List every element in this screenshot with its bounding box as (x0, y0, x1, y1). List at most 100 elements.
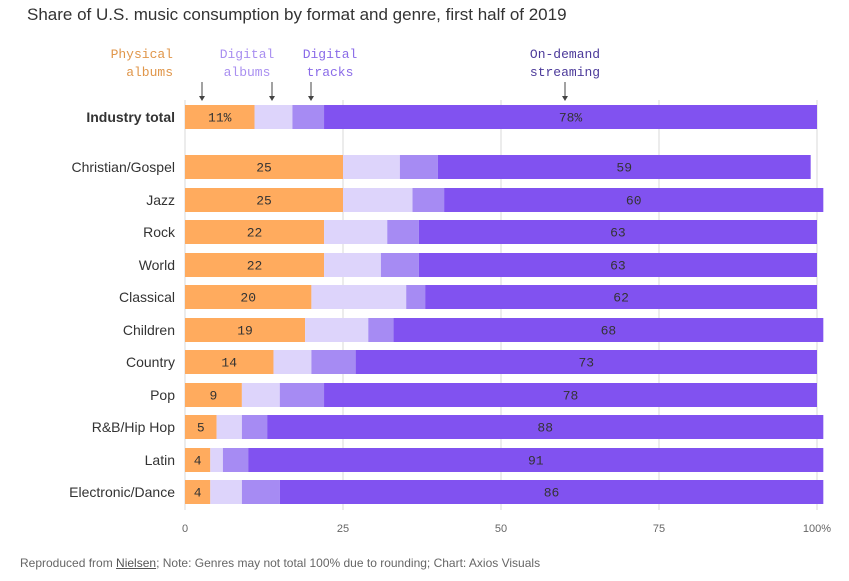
bar-value-label: 19 (237, 324, 253, 339)
bar-value-label: 25 (256, 194, 272, 209)
bar-segment (248, 448, 824, 472)
footer-prefix: Reproduced from (20, 556, 117, 570)
bar-value-label: 63 (610, 259, 626, 274)
x-tick-label: 75 (653, 523, 665, 535)
bar-segment (254, 105, 293, 129)
category-label: Children (123, 322, 175, 338)
chart-title: Share of U.S. music consumption by forma… (27, 5, 567, 24)
bar-segment (185, 480, 211, 504)
legend-label: Physical (111, 47, 174, 62)
bar-segment (444, 188, 824, 212)
bar-segment (241, 383, 280, 407)
category-label: Classical (119, 289, 175, 305)
bar-segment (241, 480, 280, 504)
bar-segment (311, 350, 356, 374)
bar-segment (412, 188, 445, 212)
bar-value-label: 22 (247, 226, 263, 241)
legend-arrow-head (269, 96, 275, 101)
legend-label: Digital (303, 47, 358, 62)
bar-segment (368, 318, 394, 342)
bar-segment (267, 415, 824, 439)
x-tick-label: 0 (182, 523, 188, 535)
category-label: Pop (150, 387, 175, 403)
bar-value-label: 14 (221, 356, 237, 371)
bar-value-label: 78% (559, 111, 583, 126)
source-link[interactable]: Nielsen (116, 556, 157, 570)
bar-segment (185, 105, 255, 129)
bar-segment (399, 155, 438, 179)
bar-segment (185, 285, 312, 309)
legend-label: tracks (307, 65, 354, 80)
x-tick-label: 100% (803, 523, 831, 535)
bar-value-label: 59 (616, 161, 632, 176)
bar-value-label: 4 (194, 454, 202, 469)
bar-segment (437, 155, 811, 179)
bar-value-label: 9 (210, 389, 218, 404)
bars: 11% 78% 25 59 25 60 22 63 22 63 20 62 19 68 14 73 9 78 5 88… (185, 105, 824, 504)
footer-suffix: ; Note: Genres may not total 100% due to… (156, 556, 541, 570)
category-label: Rock (143, 224, 176, 240)
bar-segment (279, 383, 325, 407)
legend: Physical albums Digital albums Digital tracks… (111, 47, 600, 101)
bar-value-label: 25 (256, 161, 272, 176)
bar-value-label: 68 (601, 324, 617, 339)
bar-segment (418, 253, 817, 277)
category-label: Latin (145, 452, 175, 468)
category-label: Jazz (146, 192, 175, 208)
bar-segment (185, 220, 325, 244)
bar-segment (241, 415, 268, 439)
bar-segment (387, 220, 419, 244)
bar-segment (273, 350, 312, 374)
x-axis-ticks: 0 25 50 75 100% (182, 523, 831, 535)
bar-segment (343, 188, 413, 212)
bar-segment (324, 105, 817, 129)
legend-arrow-head (562, 96, 568, 101)
bar-value-label: 5 (197, 421, 205, 436)
bar-segment (185, 415, 217, 439)
bar-value-label: 88 (537, 421, 553, 436)
footer-note: Reproduced from Nielsen; Note: Genres ma… (20, 556, 540, 570)
bar-segment (418, 220, 817, 244)
bar-segment (222, 448, 249, 472)
bar-segment (185, 318, 306, 342)
bar-segment (292, 105, 325, 129)
bar-segment (210, 480, 242, 504)
category-labels: Industry total Christian/Gospel Jazz Rock Wo… (69, 109, 176, 500)
bar-segment (425, 285, 817, 309)
bar-segment (355, 350, 817, 374)
bar-value-label: 91 (528, 454, 544, 469)
bar-segment (185, 383, 242, 407)
x-tick-label: 25 (337, 523, 349, 535)
bar-segment (311, 285, 407, 309)
legend-arrow-head (199, 96, 205, 101)
bar-segment (380, 253, 419, 277)
bar-segment (185, 253, 325, 277)
bar-value-label: 22 (247, 259, 263, 274)
category-label: Industry total (86, 109, 175, 125)
bar-value-label: 73 (579, 356, 595, 371)
bar-segment (324, 383, 817, 407)
bar-segment (185, 188, 343, 212)
category-label: Country (126, 354, 175, 370)
bar-value-label: 63 (610, 226, 626, 241)
bar-value-label: 60 (626, 194, 642, 209)
legend-arrow-head (308, 96, 314, 101)
bar-segment (324, 220, 388, 244)
bar-segment (406, 285, 426, 309)
bar-segment (210, 448, 223, 472)
category-label: Christian/Gospel (72, 159, 176, 175)
legend-label: albums (126, 65, 173, 80)
category-label: Electronic/Dance (69, 484, 175, 500)
bar-segment (393, 318, 824, 342)
bar-segment (279, 480, 824, 504)
legend-label: streaming (530, 65, 600, 80)
bar-value-label: 4 (194, 486, 202, 501)
bar-segment (185, 448, 211, 472)
bar-value-label: 20 (240, 291, 256, 306)
bar-segment (185, 155, 343, 179)
legend-label: On-demand (530, 47, 600, 62)
bar-segment (305, 318, 369, 342)
category-label: World (139, 257, 175, 273)
bar-segment (216, 415, 242, 439)
